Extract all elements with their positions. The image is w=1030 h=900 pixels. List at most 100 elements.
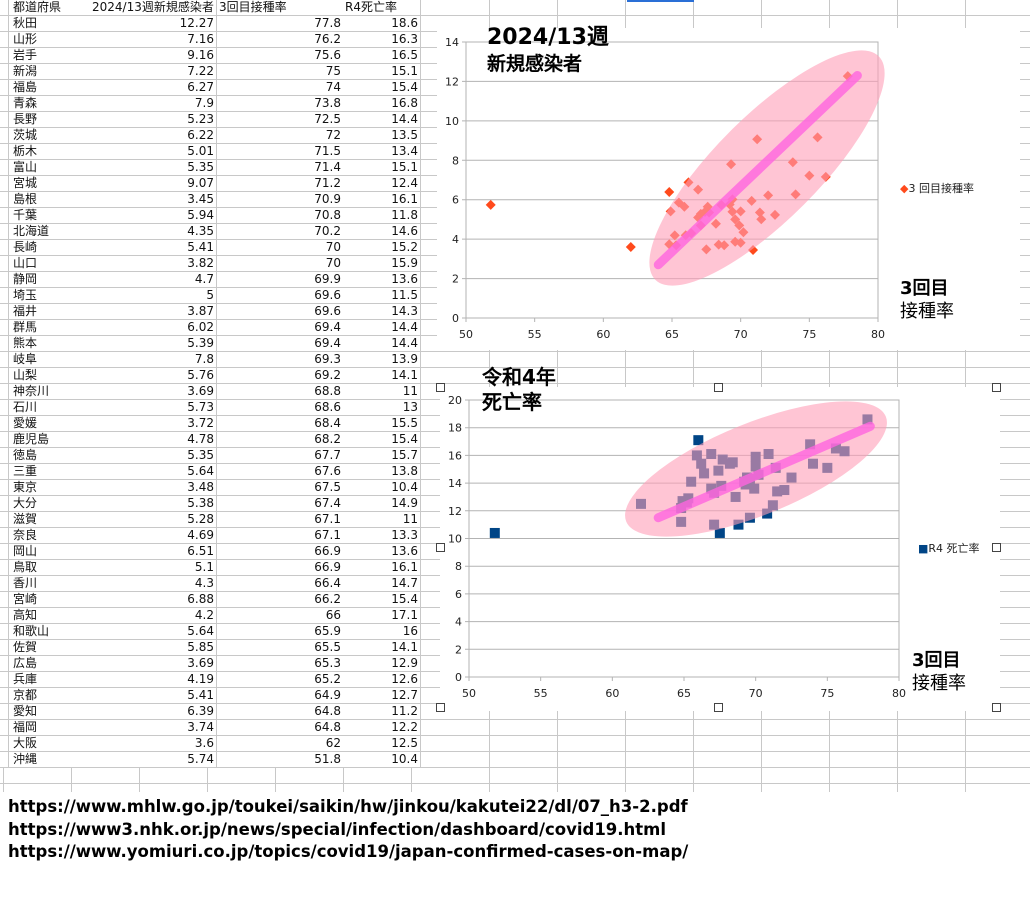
column-header[interactable]: 都道府県 <box>11 0 91 16</box>
row-gutter-cell[interactable] <box>0 336 9 352</box>
infections-cell[interactable]: 5.35 <box>90 160 217 176</box>
death-rate-cell[interactable]: 14.1 <box>343 368 421 384</box>
column-header[interactable]: 3回目接種率 <box>217 0 344 16</box>
row-gutter-cell[interactable] <box>0 288 9 304</box>
row-gutter-cell[interactable] <box>0 368 9 384</box>
prefecture-cell[interactable]: 茨城 <box>11 128 91 144</box>
vaccination-rate-cell[interactable]: 68.2 <box>217 432 344 448</box>
vaccination-rate-cell[interactable]: 67.4 <box>217 496 344 512</box>
prefecture-cell[interactable]: 愛知 <box>11 704 91 720</box>
chart-new-infections[interactable]: 0 2 4 6 8 10 12 14 50 55 60 65 70 75 80 2024/13週 新規感染者… <box>437 25 1020 350</box>
infections-cell[interactable]: 4.19 <box>90 672 217 688</box>
infections-cell[interactable]: 6.39 <box>90 704 217 720</box>
infections-cell[interactable]: 4.3 <box>90 576 217 592</box>
row-gutter-cell[interactable] <box>0 448 9 464</box>
column-header[interactable]: 2024/13週新規感染者 <box>90 0 217 16</box>
row-gutter-cell[interactable] <box>0 528 9 544</box>
resize-handle[interactable] <box>714 703 723 712</box>
row-gutter-cell[interactable] <box>0 112 9 128</box>
infections-cell[interactable]: 5.1 <box>90 560 217 576</box>
infections-cell[interactable]: 4.35 <box>90 224 217 240</box>
death-rate-cell[interactable]: 14.9 <box>343 496 421 512</box>
infections-cell[interactable]: 7.8 <box>90 352 217 368</box>
infections-cell[interactable]: 5.74 <box>90 752 217 768</box>
vaccination-rate-cell[interactable]: 69.2 <box>217 368 344 384</box>
prefecture-cell[interactable]: 岩手 <box>11 48 91 64</box>
prefecture-cell[interactable]: 岐阜 <box>11 352 91 368</box>
death-rate-cell[interactable]: 14.7 <box>343 576 421 592</box>
prefecture-cell[interactable]: 香川 <box>11 576 91 592</box>
prefecture-cell[interactable]: 奈良 <box>11 528 91 544</box>
infections-cell[interactable]: 6.02 <box>90 320 217 336</box>
infections-cell[interactable]: 5.41 <box>90 240 217 256</box>
death-rate-cell[interactable]: 13.5 <box>343 128 421 144</box>
infections-cell[interactable]: 3.69 <box>90 384 217 400</box>
row-gutter-cell[interactable] <box>0 656 9 672</box>
row-gutter-cell[interactable] <box>0 32 9 48</box>
death-rate-cell[interactable]: 13.8 <box>343 464 421 480</box>
vaccination-rate-cell[interactable]: 69.3 <box>217 352 344 368</box>
prefecture-cell[interactable]: 山形 <box>11 32 91 48</box>
infections-cell[interactable]: 5.64 <box>90 464 217 480</box>
prefecture-cell[interactable]: 山梨 <box>11 368 91 384</box>
infections-cell[interactable]: 3.82 <box>90 256 217 272</box>
row-gutter-cell[interactable] <box>0 256 9 272</box>
prefecture-cell[interactable]: 三重 <box>11 464 91 480</box>
vaccination-rate-cell[interactable]: 67.7 <box>217 448 344 464</box>
vaccination-rate-cell[interactable]: 62 <box>217 736 344 752</box>
prefecture-cell[interactable]: 福井 <box>11 304 91 320</box>
row-gutter-cell[interactable] <box>0 464 9 480</box>
column-header[interactable]: R4死亡率 <box>343 0 421 16</box>
prefecture-cell[interactable]: 栃木 <box>11 144 91 160</box>
prefecture-cell[interactable]: 石川 <box>11 400 91 416</box>
prefecture-cell[interactable]: 宮崎 <box>11 592 91 608</box>
death-rate-cell[interactable]: 14.4 <box>343 320 421 336</box>
vaccination-rate-cell[interactable]: 77.8 <box>217 16 344 32</box>
death-rate-cell[interactable]: 13 <box>343 400 421 416</box>
row-gutter-cell[interactable] <box>0 736 9 752</box>
death-rate-cell[interactable]: 10.4 <box>343 480 421 496</box>
death-rate-cell[interactable]: 13.6 <box>343 544 421 560</box>
row-gutter-cell[interactable] <box>0 352 9 368</box>
row-gutter-cell[interactable] <box>0 272 9 288</box>
vaccination-rate-cell[interactable]: 67.5 <box>217 480 344 496</box>
prefecture-cell[interactable]: 群馬 <box>11 320 91 336</box>
death-rate-cell[interactable]: 12.4 <box>343 176 421 192</box>
row-gutter-cell[interactable] <box>0 224 9 240</box>
prefecture-cell[interactable]: 滋賀 <box>11 512 91 528</box>
vaccination-rate-cell[interactable]: 70 <box>217 256 344 272</box>
death-rate-cell[interactable]: 11 <box>343 384 421 400</box>
prefecture-cell[interactable]: 徳島 <box>11 448 91 464</box>
infections-cell[interactable]: 4.78 <box>90 432 217 448</box>
death-rate-cell[interactable]: 14.4 <box>343 112 421 128</box>
death-rate-cell[interactable]: 16.1 <box>343 560 421 576</box>
row-gutter-cell[interactable] <box>0 544 9 560</box>
vaccination-rate-cell[interactable]: 72.5 <box>217 112 344 128</box>
row-gutter-cell[interactable] <box>0 80 9 96</box>
row-gutter-cell[interactable] <box>0 704 9 720</box>
resize-handle[interactable] <box>992 703 1001 712</box>
vaccination-rate-cell[interactable]: 69.4 <box>217 320 344 336</box>
row-gutter-cell[interactable] <box>0 176 9 192</box>
death-rate-cell[interactable]: 10.4 <box>343 752 421 768</box>
death-rate-cell[interactable]: 11 <box>343 512 421 528</box>
infections-cell[interactable]: 9.16 <box>90 48 217 64</box>
prefecture-cell[interactable]: 福島 <box>11 80 91 96</box>
row-gutter-cell[interactable] <box>0 96 9 112</box>
row-gutter-cell[interactable] <box>0 608 9 624</box>
infections-cell[interactable]: 4.2 <box>90 608 217 624</box>
infections-cell[interactable]: 9.07 <box>90 176 217 192</box>
vaccination-rate-cell[interactable]: 69.6 <box>217 288 344 304</box>
vaccination-rate-cell[interactable]: 75.6 <box>217 48 344 64</box>
death-rate-cell[interactable]: 11.5 <box>343 288 421 304</box>
resize-handle[interactable] <box>436 383 445 392</box>
prefecture-cell[interactable]: 大阪 <box>11 736 91 752</box>
row-gutter-cell[interactable] <box>0 432 9 448</box>
infections-cell[interactable]: 6.27 <box>90 80 217 96</box>
infections-cell[interactable]: 5.76 <box>90 368 217 384</box>
infections-cell[interactable]: 12.27 <box>90 16 217 32</box>
infections-cell[interactable]: 5.01 <box>90 144 217 160</box>
infections-cell[interactable]: 6.88 <box>90 592 217 608</box>
row-gutter-cell[interactable] <box>0 0 9 16</box>
death-rate-cell[interactable]: 15.7 <box>343 448 421 464</box>
